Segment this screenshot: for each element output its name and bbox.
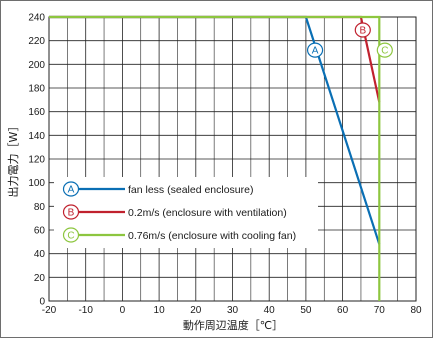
- marker-circle: [62, 181, 80, 197]
- y-tick-label: 0: [39, 297, 45, 308]
- legend-item-c: C 0.76m/s (enclosure with cooling fan): [62, 227, 296, 243]
- marker-circle: [62, 227, 80, 243]
- x-tick-label: 70: [374, 305, 386, 316]
- y-tick-label: 20: [34, 273, 46, 284]
- x-tick-label: 30: [227, 305, 239, 316]
- y-tick-label: 220: [28, 36, 45, 47]
- marker-letter: C: [67, 231, 74, 242]
- legend-label: 0.2m/s (enclosure with ventilation): [128, 207, 287, 219]
- y-tick-label: 140: [28, 131, 45, 142]
- y-tick-label: 200: [28, 60, 45, 71]
- x-axis-label: 動作周辺温度［℃］: [183, 318, 283, 332]
- y-tick-labels: 0 20 40 60 80 100 120 140 160 180 200 220 240: [28, 13, 45, 308]
- legend-label: fan less (sealed enclosure): [128, 184, 253, 196]
- y-axis-label: 出力電力［W］: [6, 121, 20, 198]
- curve-marker-a: A: [306, 42, 324, 58]
- marker-letter: B: [359, 26, 366, 37]
- x-tick-label: 20: [190, 305, 202, 316]
- x-tick-labels: -20 -10 0 10 20 30 40 50 60 70 80: [42, 305, 422, 316]
- series-line-c: [49, 15, 381, 301]
- x-tick-label: 60: [337, 305, 349, 316]
- legend-label: 0.76m/s (enclosure with cooling fan): [128, 230, 296, 242]
- marker-letter: C: [381, 46, 388, 57]
- y-tick-label: 120: [28, 155, 45, 166]
- x-tick-label: 40: [264, 305, 276, 316]
- y-tick-label: 160: [28, 107, 45, 118]
- curve-marker-b: B: [354, 22, 371, 38]
- marker-letter: A: [68, 185, 75, 196]
- x-tick-label: 0: [120, 305, 126, 316]
- legend-item-b: B 0.2m/s (enclosure with ventilation): [62, 204, 287, 220]
- y-tick-label: 180: [28, 84, 45, 95]
- legend-marker: A: [62, 181, 80, 197]
- curve-marker-c: C: [376, 42, 393, 58]
- marker-circle: [354, 22, 371, 38]
- y-tick-label: 40: [34, 249, 46, 260]
- x-tick-label: -10: [78, 305, 93, 316]
- series-lines: [49, 15, 381, 301]
- y-tick-label: 240: [28, 13, 45, 24]
- legend-marker: B: [62, 204, 80, 220]
- marker-letter: B: [68, 208, 75, 219]
- legend-marker: C: [62, 227, 80, 243]
- x-tick-label: -20: [42, 305, 57, 316]
- marker-circle: [62, 204, 80, 220]
- marker-letter: A: [312, 46, 319, 57]
- y-tick-label: 100: [28, 178, 45, 189]
- curve-markers: A B C: [306, 22, 393, 58]
- x-tick-label: 50: [300, 305, 312, 316]
- x-tick-label: 80: [410, 305, 422, 316]
- marker-circle: [376, 42, 393, 58]
- x-tick-label: 10: [154, 305, 166, 316]
- y-tick-label: 60: [34, 226, 46, 237]
- marker-circle: [306, 42, 324, 58]
- grid: [48, 16, 417, 302]
- y-tick-label: 80: [34, 202, 46, 213]
